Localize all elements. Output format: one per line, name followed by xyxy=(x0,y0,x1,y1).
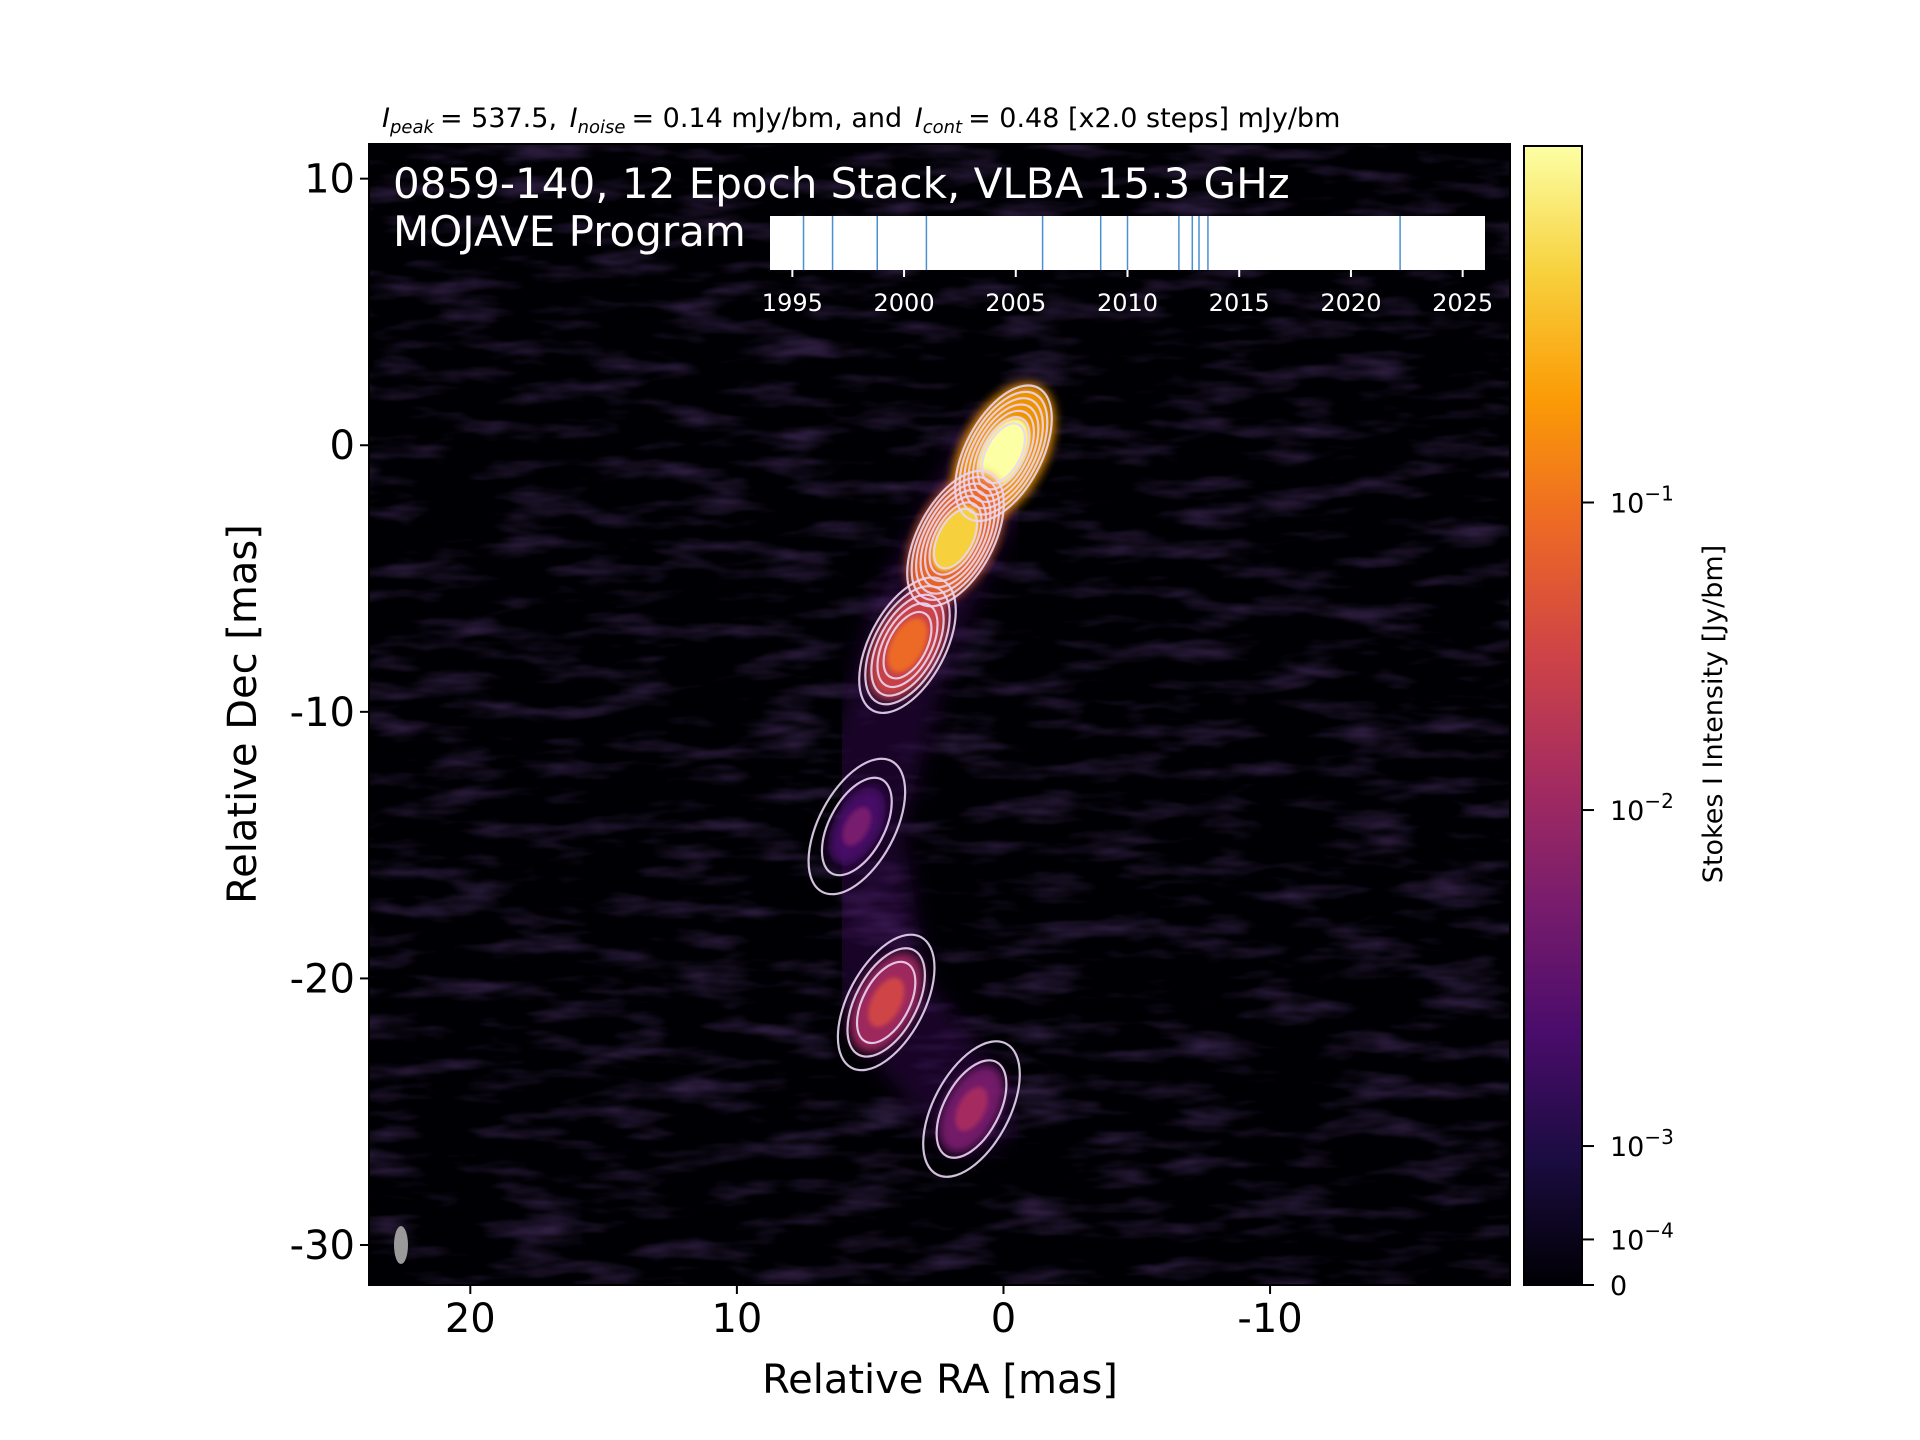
contour-inner-jet-knot xyxy=(910,476,1001,602)
contour-jet-knot-b xyxy=(864,584,951,706)
contour-core xyxy=(954,384,1053,523)
colorbar-tick-label: 10−2 xyxy=(1610,789,1674,827)
contour-island xyxy=(807,757,907,896)
image-plot xyxy=(369,144,1510,1285)
contour-inner-jet-knot xyxy=(915,482,996,595)
colorbar-tick-label: 10−4 xyxy=(1610,1218,1674,1256)
colorbar-tick-label: 0 xyxy=(1610,1271,1627,1302)
x-axis-ticks: 20 10 0 -10 xyxy=(445,1285,1303,1342)
contour-jet-knot-b xyxy=(870,593,945,697)
contour-far-south-component xyxy=(935,1059,1008,1159)
colorbar-gradient xyxy=(1523,145,1583,1286)
plot-title: 0859-140, 12 Epoch Stack, VLBA 15.3 GHz xyxy=(393,159,1290,208)
plot-frame xyxy=(368,143,1511,1286)
contour-core xyxy=(980,422,1027,485)
contour-inner-jet-knot xyxy=(923,495,988,583)
epoch-tick-label: 2025 xyxy=(1432,289,1493,317)
epoch-tick-label: 2020 xyxy=(1320,289,1381,317)
epoch-tick-label: 2000 xyxy=(874,289,935,317)
contour-south-component xyxy=(855,960,917,1045)
contour-south-component xyxy=(846,947,927,1058)
y-tick-label: -10 xyxy=(290,690,355,736)
contour-inner-jet-knot xyxy=(932,507,979,570)
contour-core xyxy=(967,403,1040,504)
colorbar-tick-label: 10−1 xyxy=(1610,482,1674,520)
contour-jet-knot-b xyxy=(882,610,933,680)
y-tick-label: 0 xyxy=(330,423,355,469)
contour-layer xyxy=(807,384,1053,1178)
contour-jet-knot-b xyxy=(876,602,939,689)
component-island-peak xyxy=(842,806,872,847)
epoch-tick-label: 2015 xyxy=(1209,289,1270,317)
colorbar-label: Stokes I Intensity [Jy/bm] xyxy=(1698,545,1729,883)
epoch-ticks: 1995 2000 2005 2010 2015 2020 2025 xyxy=(762,270,1493,317)
epoch-timeline: 1995 2000 2005 2010 2015 2020 2025 xyxy=(762,216,1493,317)
component-far-south-component-peak xyxy=(955,1086,988,1132)
x-tick-label: 10 xyxy=(711,1296,762,1342)
component-jet-knot-b-peak xyxy=(887,618,928,673)
contour-core xyxy=(963,397,1044,510)
y-axis-ticks: 10 0 -10 -20 -30 xyxy=(290,157,369,1269)
colorbar-tick-label: 10−3 xyxy=(1610,1125,1674,1163)
x-tick-label: 0 xyxy=(991,1296,1016,1342)
contour-south-component xyxy=(836,933,936,1072)
component-south-component-peak xyxy=(868,977,905,1028)
epoch-lines xyxy=(802,216,1401,270)
y-tick-label: -20 xyxy=(290,956,355,1002)
component-inner-jet-knot-peak xyxy=(931,505,980,572)
contour-core xyxy=(958,390,1049,516)
plot-subtitle: MOJAVE Program xyxy=(393,207,746,256)
header-stats: Ipeak = 537.5, Inoise = 0.14 mJy/bm, and I… xyxy=(382,103,1340,138)
contour-island xyxy=(820,776,893,877)
x-tick-label: -10 xyxy=(1237,1296,1302,1342)
x-tick-label: 20 xyxy=(445,1296,496,1342)
epoch-tick-label: 2010 xyxy=(1097,289,1158,317)
contour-jet-knot-b xyxy=(858,576,957,715)
x-axis-label: Relative RA [mas] xyxy=(762,1357,1118,1403)
contour-far-south-component xyxy=(922,1040,1021,1178)
colorbar-ticks: 10−1 10−2 10−3 10−4 0 xyxy=(1582,482,1674,1302)
contour-core xyxy=(976,416,1031,491)
contour-core xyxy=(971,409,1036,497)
epoch-tick-label: 1995 xyxy=(762,289,823,317)
y-tick-label: 10 xyxy=(304,157,355,203)
beam-ellipse xyxy=(393,1226,408,1265)
contour-inner-jet-knot xyxy=(928,501,983,576)
y-tick-label: -30 xyxy=(290,1223,355,1269)
y-axis-label: Relative Dec [mas] xyxy=(220,524,266,904)
epoch-tick-label: 2005 xyxy=(985,289,1046,317)
colorbar: 10−1 10−2 10−3 10−4 0 Stokes I Intensity [Jy… xyxy=(1523,145,1729,1302)
